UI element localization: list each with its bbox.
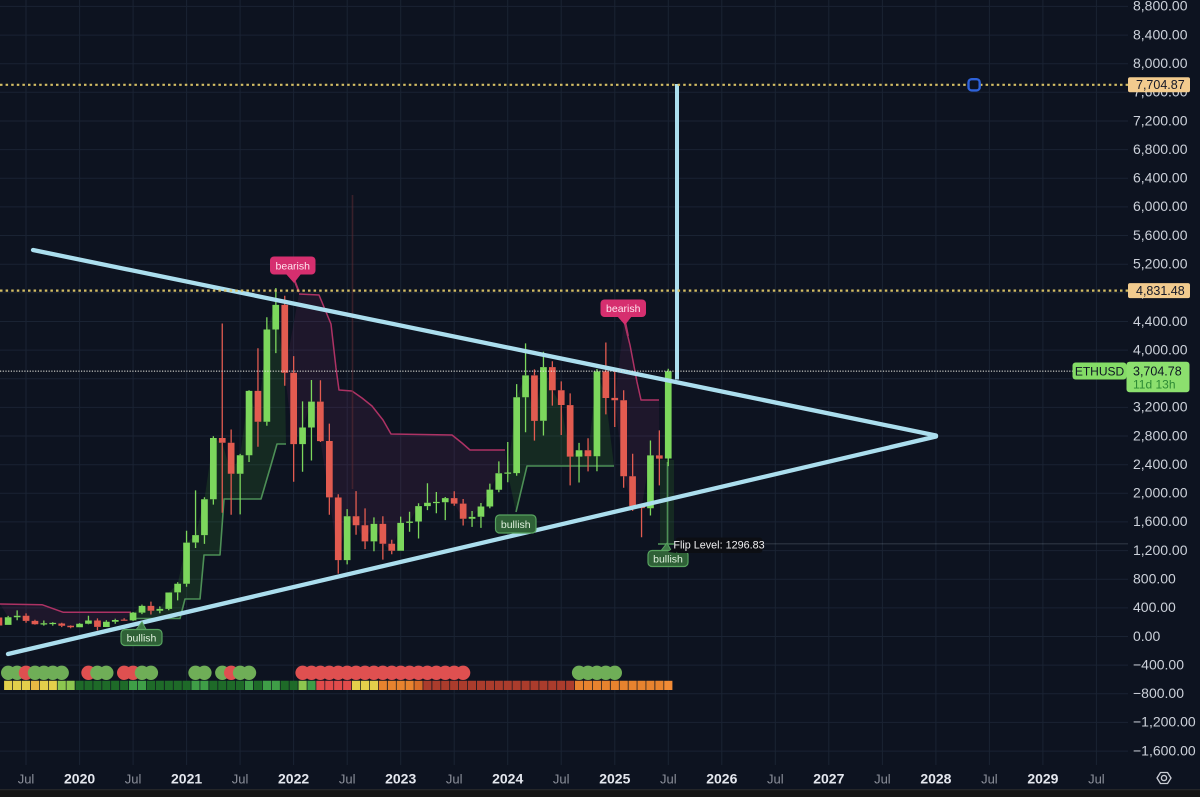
svg-text:Flip Level: 1296.83: Flip Level: 1296.83 bbox=[673, 540, 764, 552]
svg-text:5,200.00: 5,200.00 bbox=[1133, 256, 1188, 272]
svg-text:Jul: Jul bbox=[981, 772, 998, 787]
svg-text:2022: 2022 bbox=[278, 771, 309, 787]
svg-text:2025: 2025 bbox=[599, 771, 630, 787]
svg-text:ETHUSD: ETHUSD bbox=[1075, 364, 1125, 378]
svg-text:−1,200.00: −1,200.00 bbox=[1133, 714, 1196, 730]
svg-text:2021: 2021 bbox=[171, 771, 202, 787]
svg-text:2,400.00: 2,400.00 bbox=[1133, 456, 1188, 472]
svg-text:3,704.78: 3,704.78 bbox=[1133, 365, 1182, 379]
svg-text:6,000.00: 6,000.00 bbox=[1133, 198, 1188, 214]
svg-text:4,831.48: 4,831.48 bbox=[1136, 284, 1185, 298]
svg-text:7,200.00: 7,200.00 bbox=[1133, 112, 1188, 128]
svg-text:1,200.00: 1,200.00 bbox=[1133, 542, 1188, 558]
svg-text:5,600.00: 5,600.00 bbox=[1133, 227, 1188, 243]
svg-text:Jul: Jul bbox=[125, 772, 142, 787]
svg-text:4,400.00: 4,400.00 bbox=[1133, 313, 1188, 329]
svg-text:Jul: Jul bbox=[553, 772, 570, 787]
svg-text:2023: 2023 bbox=[385, 771, 416, 787]
svg-text:2024: 2024 bbox=[492, 771, 523, 787]
svg-text:−800.00: −800.00 bbox=[1133, 685, 1184, 701]
svg-text:8,400.00: 8,400.00 bbox=[1133, 26, 1188, 42]
svg-text:6,400.00: 6,400.00 bbox=[1133, 170, 1188, 186]
svg-text:3,200.00: 3,200.00 bbox=[1133, 399, 1188, 415]
svg-text:2020: 2020 bbox=[64, 771, 95, 787]
svg-text:800.00: 800.00 bbox=[1133, 571, 1176, 587]
svg-text:bearish: bearish bbox=[276, 260, 311, 272]
svg-text:1,600.00: 1,600.00 bbox=[1133, 513, 1188, 529]
svg-text:Jul: Jul bbox=[446, 772, 463, 787]
svg-text:bullish: bullish bbox=[127, 632, 157, 644]
svg-text:8,800.00: 8,800.00 bbox=[1133, 0, 1188, 14]
svg-text:0.00: 0.00 bbox=[1133, 628, 1160, 644]
svg-text:7,704.87: 7,704.87 bbox=[1136, 78, 1185, 92]
svg-text:bullish: bullish bbox=[501, 519, 531, 531]
svg-text:Jul: Jul bbox=[874, 772, 891, 787]
svg-text:2026: 2026 bbox=[706, 771, 737, 787]
svg-text:−400.00: −400.00 bbox=[1133, 656, 1184, 672]
svg-text:2027: 2027 bbox=[813, 771, 844, 787]
svg-text:−1,600.00: −1,600.00 bbox=[1133, 742, 1196, 758]
svg-text:Jul: Jul bbox=[767, 772, 784, 787]
svg-text:Jul: Jul bbox=[1088, 772, 1105, 787]
svg-text:6,800.00: 6,800.00 bbox=[1133, 141, 1188, 157]
svg-text:bullish: bullish bbox=[653, 553, 683, 565]
svg-text:8,000.00: 8,000.00 bbox=[1133, 55, 1188, 71]
svg-text:2,000.00: 2,000.00 bbox=[1133, 485, 1188, 501]
svg-text:2,800.00: 2,800.00 bbox=[1133, 427, 1188, 443]
svg-text:Jul: Jul bbox=[660, 772, 677, 787]
svg-text:400.00: 400.00 bbox=[1133, 599, 1176, 615]
svg-text:Jul: Jul bbox=[339, 772, 356, 787]
svg-text:Jul: Jul bbox=[232, 772, 249, 787]
svg-text:bearish: bearish bbox=[606, 303, 641, 315]
svg-text:2028: 2028 bbox=[920, 771, 951, 787]
svg-text:4,000.00: 4,000.00 bbox=[1133, 341, 1188, 357]
svg-text:11d 13h: 11d 13h bbox=[1133, 378, 1176, 392]
svg-text:Jul: Jul bbox=[18, 772, 35, 787]
svg-text:2029: 2029 bbox=[1027, 771, 1058, 787]
